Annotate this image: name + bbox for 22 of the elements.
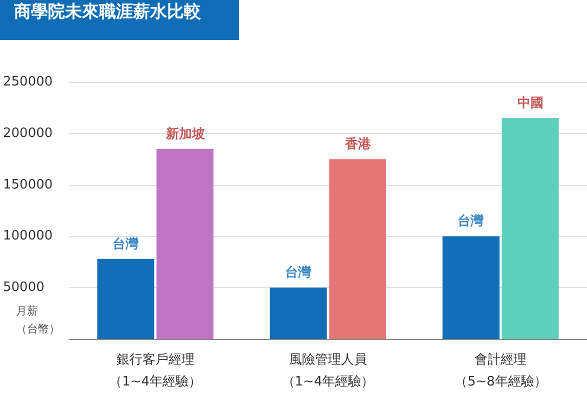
x-tick-label: 銀行客戶經理（1~4年經驗）: [109, 352, 202, 390]
y-tick-label: 250000: [3, 74, 53, 90]
annotation: 台灣: [112, 236, 140, 252]
bar: [97, 258, 154, 339]
bar: [329, 159, 386, 339]
bar: [442, 236, 500, 339]
y-tick-label: 50000: [3, 280, 44, 296]
bar: [270, 288, 327, 339]
y-tick-label: 150000: [3, 177, 53, 192]
y-axis-title: 月薪（台幣）: [16, 304, 60, 336]
annotation: 香港: [344, 136, 372, 152]
y-tick-label: 200000: [3, 126, 53, 141]
annotation: 新加坡: [164, 126, 206, 142]
annotation: 中國: [518, 96, 544, 111]
bar: [502, 118, 559, 339]
x-tick-label: 風險管理人員（1~4年經驗）: [282, 352, 374, 390]
chart-title: 商學院未來職涯薪水比較: [0, 0, 239, 40]
bar: [156, 148, 214, 339]
x-tick-label: 會計經理（5~8年經驗）: [454, 352, 547, 390]
y-tick-label: 100000: [3, 228, 53, 244]
annotation: 台灣: [285, 264, 312, 281]
annotation: 台灣: [458, 213, 485, 230]
